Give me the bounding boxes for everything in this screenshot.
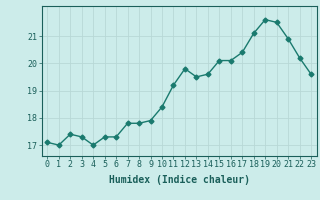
X-axis label: Humidex (Indice chaleur): Humidex (Indice chaleur): [109, 175, 250, 185]
